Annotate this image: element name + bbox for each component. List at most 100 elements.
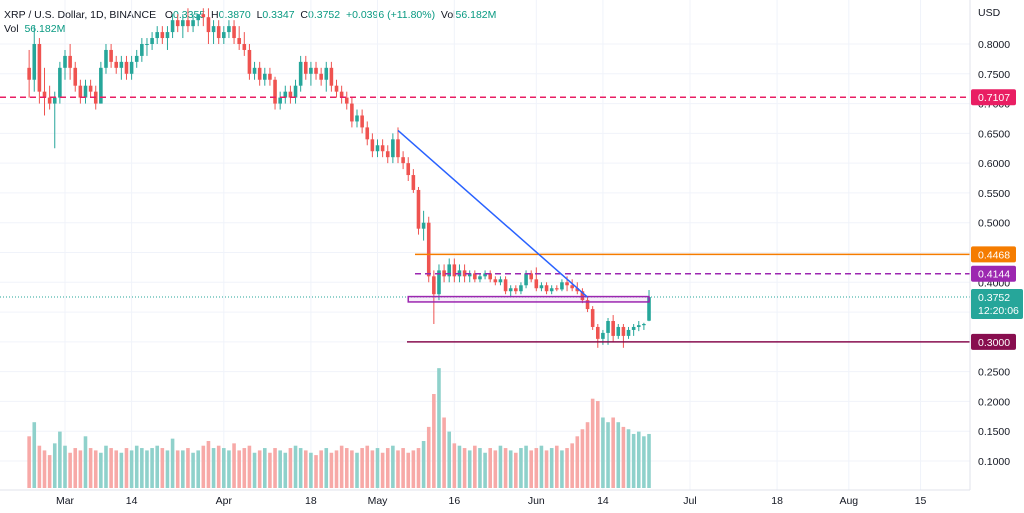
candle-body xyxy=(150,38,154,44)
candle-body xyxy=(555,288,559,290)
change-value: +0.0396 (+11.80%) xyxy=(345,9,436,21)
candle-body xyxy=(329,67,334,86)
volume-bar xyxy=(626,429,631,488)
candle-body xyxy=(606,321,610,333)
volume-row-label: Vol xyxy=(4,23,19,35)
high-value: 0.3870 xyxy=(218,9,251,21)
volume-bar xyxy=(478,448,482,488)
volume-bar xyxy=(375,448,380,488)
volume-bar xyxy=(473,445,477,488)
volume-bar xyxy=(58,431,62,488)
price-label-04468-tag xyxy=(971,246,1016,263)
candle-body xyxy=(32,44,37,80)
candle-body xyxy=(216,26,221,39)
volume-bar xyxy=(621,426,626,488)
candle-body xyxy=(73,67,78,86)
candle-body xyxy=(52,97,57,104)
volume-bar xyxy=(426,426,431,488)
x-tick-label: 15 xyxy=(915,495,927,507)
candle-body xyxy=(580,291,585,301)
price-label-04468-text: 0.4468 xyxy=(978,249,1010,261)
candle-body xyxy=(129,61,134,74)
candle-body xyxy=(647,297,651,321)
candle-body xyxy=(268,73,272,80)
volume-bar xyxy=(601,417,605,488)
low-value: 0.3347 xyxy=(262,9,295,21)
candle-body xyxy=(134,55,139,62)
candle-body xyxy=(375,145,380,152)
y-tick-label: 0.7500 xyxy=(978,69,1010,81)
candle-body xyxy=(508,288,513,292)
volume-bar xyxy=(73,448,78,488)
close-label: C xyxy=(300,9,308,21)
candle-body xyxy=(222,32,226,39)
x-tick-label: Mar xyxy=(56,495,75,507)
candle-body xyxy=(421,222,426,229)
volume-bar xyxy=(104,445,108,488)
candle-body xyxy=(83,85,88,98)
candle-body xyxy=(534,279,539,289)
volume-bar xyxy=(421,441,426,488)
candle-body xyxy=(181,20,185,27)
volume-bar xyxy=(170,438,175,488)
candle-body xyxy=(155,32,160,39)
candle-body xyxy=(324,67,329,80)
low-label: L xyxy=(256,9,263,21)
volume-bar xyxy=(590,398,595,488)
volume-bar xyxy=(406,452,411,488)
volume-bar xyxy=(232,443,236,488)
candle-body xyxy=(196,14,200,21)
candle-body xyxy=(37,44,42,92)
y-tick-label: 0.6000 xyxy=(978,158,1010,170)
volume-bar xyxy=(396,450,400,488)
volume-bar xyxy=(165,450,170,488)
candle-body xyxy=(165,32,170,39)
y-tick-label: 0.5500 xyxy=(978,188,1010,200)
candle-body xyxy=(273,79,277,104)
candle-body xyxy=(88,85,93,92)
volume-bar xyxy=(411,450,416,488)
candle-body xyxy=(206,17,211,33)
x-tick-label: 18 xyxy=(771,495,783,507)
candle-body xyxy=(42,91,47,98)
candle-body xyxy=(47,97,52,104)
volume-bar xyxy=(211,448,216,488)
volume-bar xyxy=(78,450,83,488)
candle-body xyxy=(488,273,492,280)
candle-body xyxy=(242,44,247,50)
volume-bar xyxy=(462,448,467,488)
volume-bar xyxy=(257,450,262,488)
volume-bar xyxy=(355,452,359,488)
candle-body xyxy=(462,270,467,277)
volume-bar xyxy=(385,448,390,488)
candle-body xyxy=(119,61,124,68)
y-tick-label: 0.2000 xyxy=(978,396,1010,408)
overlay-layer xyxy=(0,96,970,343)
candle-body xyxy=(601,332,605,339)
volume-bar xyxy=(88,448,93,488)
x-tick-label: 16 xyxy=(449,495,461,507)
candle-body xyxy=(124,61,129,74)
candle-body xyxy=(27,67,31,80)
high-label: H xyxy=(211,9,219,21)
volume-bar xyxy=(37,445,42,488)
candle-body xyxy=(237,38,241,44)
volume-bar xyxy=(63,445,67,488)
volume-bar xyxy=(344,448,349,488)
x-tick-label: May xyxy=(368,495,389,507)
volume-bar xyxy=(129,450,134,488)
volume-bar xyxy=(252,452,257,488)
volume-bar xyxy=(334,450,339,488)
candle-body xyxy=(278,97,282,104)
volume-bar xyxy=(303,450,308,488)
candle-body xyxy=(350,103,354,122)
candle-body xyxy=(524,273,528,286)
volume-bar xyxy=(401,448,405,488)
candle-body xyxy=(432,276,436,295)
x-tick-label: 18 xyxy=(305,495,317,507)
volume-bar xyxy=(83,436,88,488)
volume-bar xyxy=(380,452,385,488)
volume-bar xyxy=(549,448,554,488)
candle-body xyxy=(565,282,569,286)
